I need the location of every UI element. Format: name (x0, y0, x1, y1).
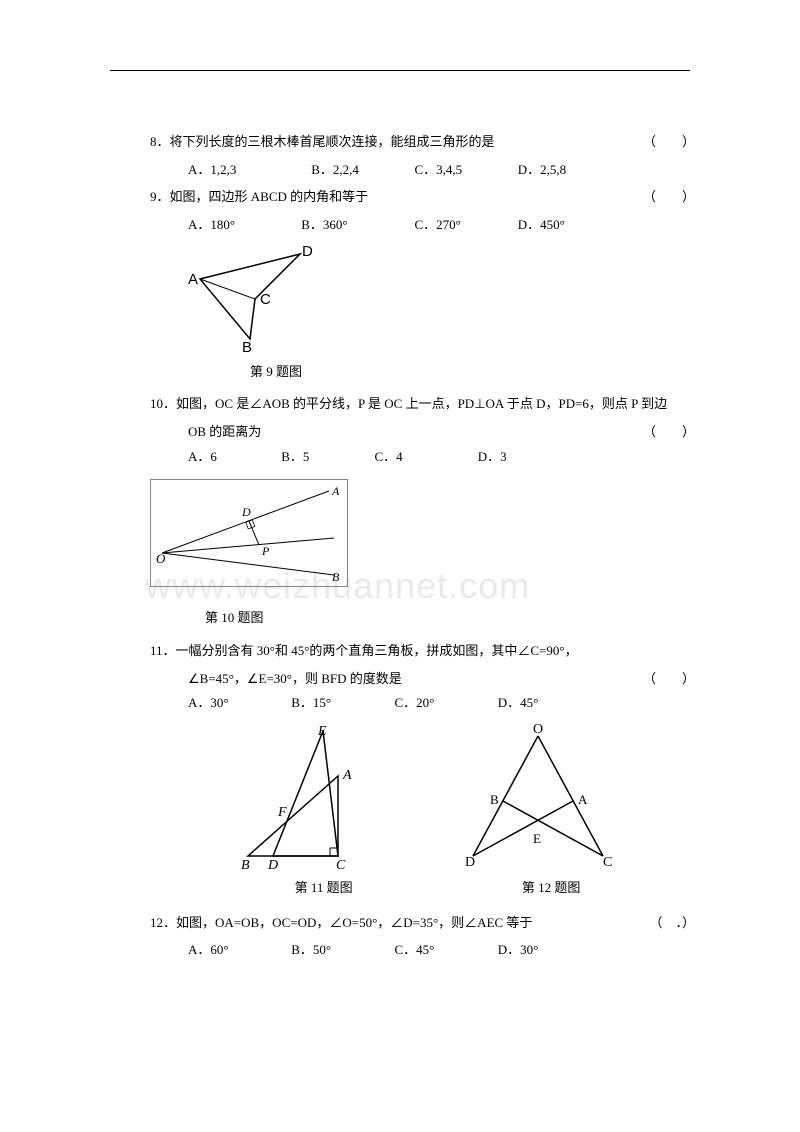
q9-figlabel: 第 9 题图 (150, 360, 695, 385)
q9-svg: A B C D (180, 244, 340, 354)
q10-label-D: D (241, 505, 251, 519)
q10-label-P: P (261, 544, 270, 558)
q10-optC: C．4 (375, 445, 475, 470)
q8-text: 将下列长度的三根木棒首尾顺次连接，能组成三角形的是 （ ） (170, 130, 695, 155)
q11-label-E: E (317, 724, 327, 739)
q11-optC: C．20° (395, 691, 495, 716)
q9-optB: B．360° (301, 213, 411, 238)
q10-label-A: A (331, 484, 340, 498)
q12-body: 如图，OA=OB，OC=OD，∠O=50°，∠D=35°，则∠AEC 等于 (176, 915, 532, 930)
q9-label-B: B (242, 339, 252, 354)
q8-body: 将下列长度的三根木棒首尾顺次连接，能组成三角形的是 (170, 134, 495, 149)
q10-figlabel: 第 10 题图 (150, 606, 695, 631)
q9-line: 9． 如图，四边形 ABCD 的内角和等于 （ ） (150, 185, 695, 210)
q10-svg: O A B D P (154, 483, 344, 583)
q11-num: 11． (150, 639, 176, 664)
page-content: 8． 将下列长度的三根木棒首尾顺次连接，能组成三角形的是 （ ） A．1,2,3… (150, 130, 695, 966)
q12-optA: A．60° (188, 938, 288, 963)
q12-options: A．60° B．50° C．45° D．30° (150, 938, 695, 963)
q10-text1: 如图，OC 是∠AOB 的平分线，P 是 OC 上一点，PD⊥OA 于点 D，P… (176, 392, 695, 417)
q10-options: A．6 B．5 C．4 D．3 (150, 445, 695, 470)
q11-label-B: B (241, 858, 250, 871)
q8-paren: （ ） (643, 130, 695, 155)
q11-text1: 一幅分别含有 30°和 45°的两个直角三角板，拼成如图，其中∠C=90°， (176, 639, 695, 664)
q11-svg: E A F B D C (223, 721, 373, 871)
q9-body: 如图，四边形 ABCD 的内角和等于 (170, 189, 369, 204)
q10-optA: A．6 (188, 445, 278, 470)
q11-line2: ∠B=45°，∠E=30°，则 BFD 的度数是 （ ） (150, 667, 695, 692)
q11-optA: A．30° (188, 691, 288, 716)
q11-label-A: A (342, 768, 352, 783)
q10-label-O: O (156, 551, 166, 566)
q12-num: 12． (150, 911, 176, 936)
q8-optC: C．3,4,5 (415, 158, 515, 183)
q10-line2: OB 的距离为 （ ） (150, 420, 695, 445)
q9-paren: （ ） (643, 185, 695, 210)
q8-num: 8． (150, 130, 170, 155)
q10-optD: D．3 (478, 445, 507, 470)
q8-optB: B．2,2,4 (311, 158, 411, 183)
q12-figlabel: 第 12 题图 (522, 876, 611, 901)
q12-optD: D．30° (498, 938, 539, 963)
q11-optB: B．15° (291, 691, 391, 716)
q10-text2: OB 的距离为 (188, 424, 261, 439)
q12-label-D: D (465, 855, 475, 870)
q12-svg: O B A D C E (453, 721, 623, 871)
q8-optD: D．2,5,8 (518, 158, 566, 183)
q11-q12-figlabels: 第 11 题图 第 12 题图 (150, 876, 695, 901)
q9-label-D: D (302, 244, 313, 260)
q10-line1: 10． 如图，OC 是∠AOB 的平分线，P 是 OC 上一点，PD⊥OA 于点… (150, 392, 695, 417)
q9-label-C: C (260, 291, 271, 308)
q11-line1: 11． 一幅分别含有 30°和 45°的两个直角三角板，拼成如图，其中∠C=90… (150, 639, 695, 664)
q11-paren: （ ） (643, 667, 695, 692)
q9-num: 9． (150, 185, 170, 210)
q11-text2: ∠B=45°，∠E=30°，则 BFD 的度数是 (188, 671, 402, 686)
q11-optD: D．45° (498, 691, 539, 716)
q8-line: 8． 将下列长度的三根木棒首尾顺次连接，能组成三角形的是 （ ） (150, 130, 695, 155)
q12-line: 12． 如图，OA=OB，OC=OD，∠O=50°，∠D=35°，则∠AEC 等… (150, 911, 695, 936)
q12-label-E: E (533, 831, 541, 846)
q9-optC: C．270° (415, 213, 515, 238)
q12-label-B: B (490, 792, 499, 807)
q9-figure: A B C D (180, 244, 695, 354)
q11-q12-figures: E A F B D C O B A D C E (150, 721, 695, 871)
q9-optA: A．180° (188, 213, 298, 238)
q12-label-C: C (603, 855, 612, 870)
q12-paren: （ ．） (649, 911, 695, 936)
q10-optB: B．5 (281, 445, 371, 470)
q11-figlabel: 第 11 题图 (235, 876, 353, 901)
q9-label-A: A (188, 271, 198, 288)
q11-label-F: F (277, 805, 287, 820)
q8-optA: A．1,2,3 (188, 158, 308, 183)
q8-options: A．1,2,3 B．2,2,4 C．3,4,5 D．2,5,8 (150, 158, 695, 183)
q11-label-C: C (336, 858, 346, 871)
q12-label-A: A (578, 792, 588, 807)
page-top-rule (110, 70, 690, 71)
q12-optB: B．50° (291, 938, 391, 963)
q9-optD: D．450° (518, 213, 565, 238)
q9-text: 如图，四边形 ABCD 的内角和等于 （ ） (170, 185, 695, 210)
q12-optC: C．45° (395, 938, 495, 963)
q12-text: 如图，OA=OB，OC=OD，∠O=50°，∠D=35°，则∠AEC 等于 （ … (176, 911, 695, 936)
q10-paren: （ ） (643, 420, 695, 445)
q11-label-D: D (267, 858, 278, 871)
q9-options: A．180° B．360° C．270° D．450° (150, 213, 695, 238)
q12-label-O: O (533, 722, 543, 737)
q11-options: A．30° B．15° C．20° D．45° (150, 691, 695, 716)
q10-figure: O A B D P (150, 479, 348, 587)
q10-num: 10． (150, 392, 176, 417)
q10-label-B: B (332, 570, 340, 583)
